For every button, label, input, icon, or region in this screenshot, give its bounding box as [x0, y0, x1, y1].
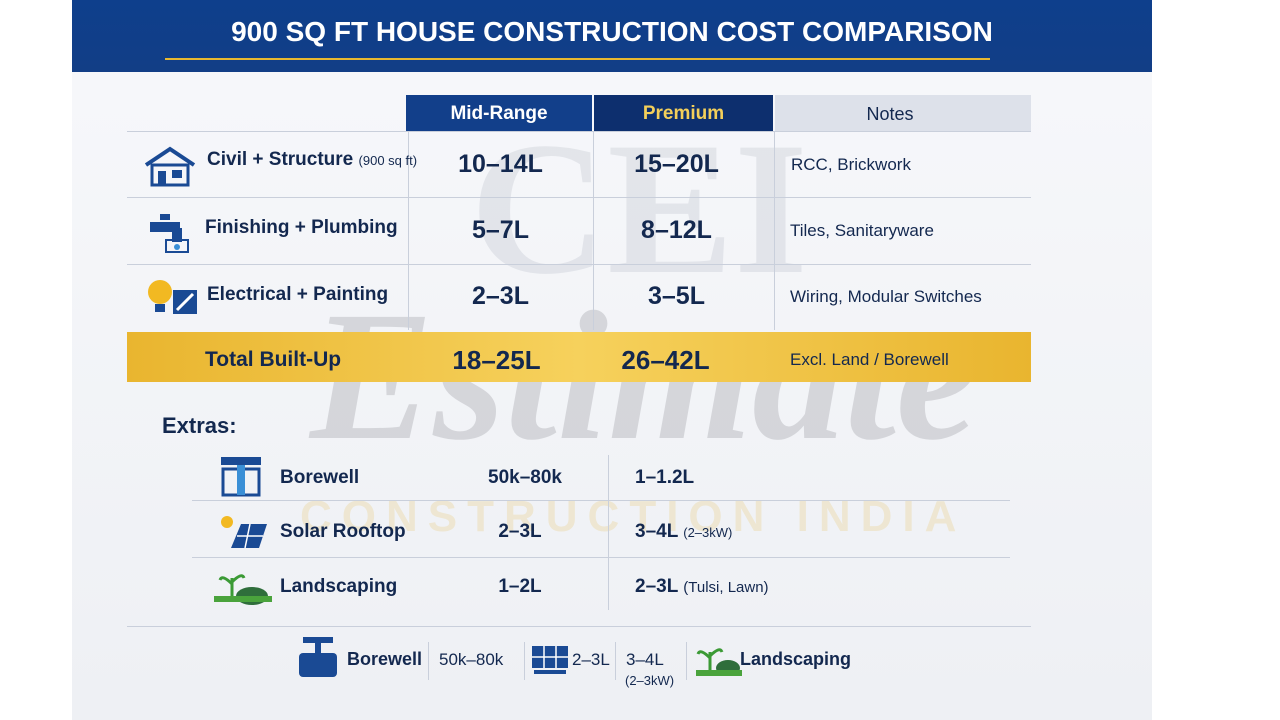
extra-premium-note: (2–3kW)	[683, 525, 733, 540]
row-divider	[127, 197, 1031, 198]
house-icon	[144, 146, 196, 187]
col-divider	[686, 642, 687, 680]
premium-cost: 15–20L	[634, 150, 719, 178]
row-notes: Wiring, Modular Switches	[790, 287, 982, 306]
column-header: Mid-Range	[450, 103, 548, 124]
extra-label: Borewell	[280, 467, 360, 488]
col-bg	[775, 95, 1031, 131]
solar-icon	[532, 646, 568, 674]
premium-cost: 3–5L	[648, 282, 705, 310]
col-bg	[406, 95, 592, 131]
extra-premium: 3–4L (2–3kW)	[635, 521, 732, 543]
column-header: Premium	[642, 103, 725, 124]
extras-title: Extras:	[162, 413, 237, 438]
col-divider	[524, 642, 525, 680]
total-premium: 26–42L	[621, 345, 710, 375]
col-bg	[594, 95, 773, 131]
extra-mid: 1–2L	[498, 576, 542, 597]
total-mid: 18–25L	[452, 345, 541, 375]
row-label: Electrical + Painting	[207, 284, 389, 305]
col-divider	[608, 455, 609, 610]
title: 900 SQ FT HOUSE CONSTRUCTION COST COMPAR…	[231, 16, 993, 47]
row-divider	[127, 131, 1031, 132]
row-divider	[192, 557, 1010, 558]
extra-mid: 2–3L	[498, 521, 542, 542]
total-row-bg	[127, 332, 1031, 382]
summary-cost: 2–3L	[572, 650, 610, 669]
title-underline	[165, 58, 990, 60]
col-divider	[408, 131, 409, 330]
mid-cost: 2–3L	[472, 282, 529, 310]
row-label-text: Civil + Structure	[207, 149, 354, 170]
col-divider	[774, 131, 775, 330]
extra-label: Landscaping	[280, 576, 398, 597]
col-divider	[428, 642, 429, 680]
borewell-icon	[221, 457, 261, 497]
bulb-icon	[148, 280, 197, 314]
summary-label: Landscaping	[740, 649, 852, 669]
extra-label: Solar Rooftop	[280, 521, 406, 542]
column-header: Notes	[866, 104, 914, 124]
borewell-icon	[299, 637, 337, 677]
row-label-note: (900 sq ft)	[358, 153, 418, 168]
total-notes: Excl. Land / Borewell	[790, 350, 949, 369]
summary-cost: 3–4L	[626, 650, 664, 669]
row-label: Civil + Structure (900 sq ft)	[207, 149, 417, 171]
summary-label: Borewell	[347, 649, 423, 669]
solar-icon	[221, 516, 267, 549]
extra-premium-value: 2–3L	[635, 576, 678, 597]
row-divider	[127, 264, 1031, 265]
col-divider	[593, 131, 594, 330]
extra-premium: 2–3L (Tulsi, Lawn)	[635, 576, 769, 598]
extra-premium: 1–1.2L	[635, 467, 695, 488]
landscape-icon	[696, 648, 742, 676]
row-notes: Tiles, Sanitaryware	[790, 221, 934, 240]
premium-cost: 8–12L	[641, 216, 712, 244]
section-divider	[127, 626, 1031, 627]
landscape-icon	[214, 574, 272, 605]
mid-cost: 5–7L	[472, 216, 529, 244]
extra-premium-value: 3–4L	[635, 521, 678, 542]
row-notes: RCC, Brickwork	[791, 155, 911, 174]
total-label: Total Built-Up	[205, 348, 342, 371]
watermark-logo: CEI	[470, 104, 808, 314]
extra-premium-note: (Tulsi, Lawn)	[683, 579, 769, 596]
header-bar	[72, 0, 1152, 72]
extra-mid: 50k–80k	[488, 467, 562, 488]
row-label: Finishing + Plumbing	[205, 217, 398, 238]
mid-cost: 10–14L	[458, 150, 543, 178]
faucet-icon	[150, 214, 189, 253]
row-divider	[192, 500, 1010, 501]
summary-note: (2–3kW)	[625, 673, 675, 688]
summary-cost: 50k–80k	[439, 650, 504, 669]
col-divider	[615, 642, 616, 680]
